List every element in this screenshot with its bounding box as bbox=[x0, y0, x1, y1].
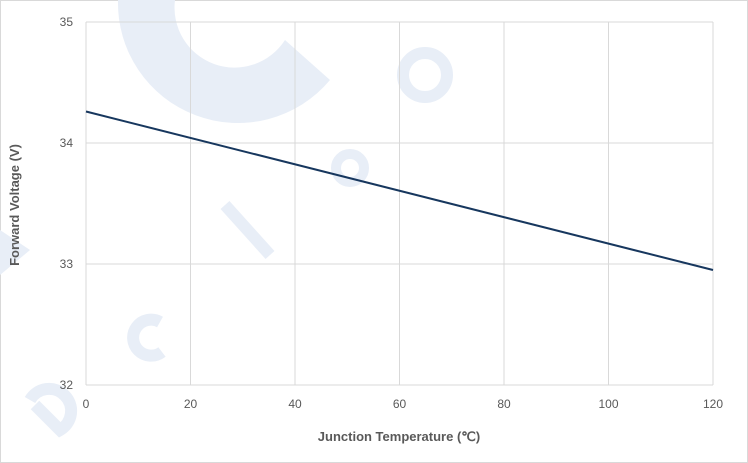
x-tick-label: 100 bbox=[598, 397, 618, 411]
x-tick-label: 20 bbox=[184, 397, 198, 411]
y-axis-title: Forward Voltage (V) bbox=[7, 144, 22, 266]
x-axis-title: Junction Temperature (℃) bbox=[318, 429, 480, 444]
watermark bbox=[0, 0, 453, 438]
watermark-t bbox=[220, 200, 275, 260]
grid bbox=[85, 21, 714, 386]
watermark-v bbox=[0, 230, 30, 275]
series-line bbox=[85, 110, 714, 271]
y-tick-label: 33 bbox=[60, 257, 74, 271]
x-tick-label: 40 bbox=[288, 397, 302, 411]
watermark-arc bbox=[117, 0, 330, 123]
x-tick-label: 60 bbox=[393, 397, 407, 411]
y-tick-label: 32 bbox=[60, 378, 74, 392]
watermark-r bbox=[331, 149, 369, 187]
y-axis-ticks: 32 33 34 35 bbox=[60, 15, 74, 392]
watermark-e bbox=[24, 382, 78, 438]
x-tick-label: 0 bbox=[83, 397, 90, 411]
x-tick-label: 120 bbox=[703, 397, 723, 411]
watermark-c bbox=[127, 313, 166, 362]
watermark-o bbox=[397, 47, 453, 103]
y-tick-label: 34 bbox=[60, 136, 74, 150]
x-tick-label: 80 bbox=[497, 397, 511, 411]
series-layer bbox=[85, 110, 714, 271]
x-axis-ticks: 0 20 40 60 80 100 120 bbox=[83, 397, 724, 411]
y-tick-label: 35 bbox=[60, 15, 74, 29]
